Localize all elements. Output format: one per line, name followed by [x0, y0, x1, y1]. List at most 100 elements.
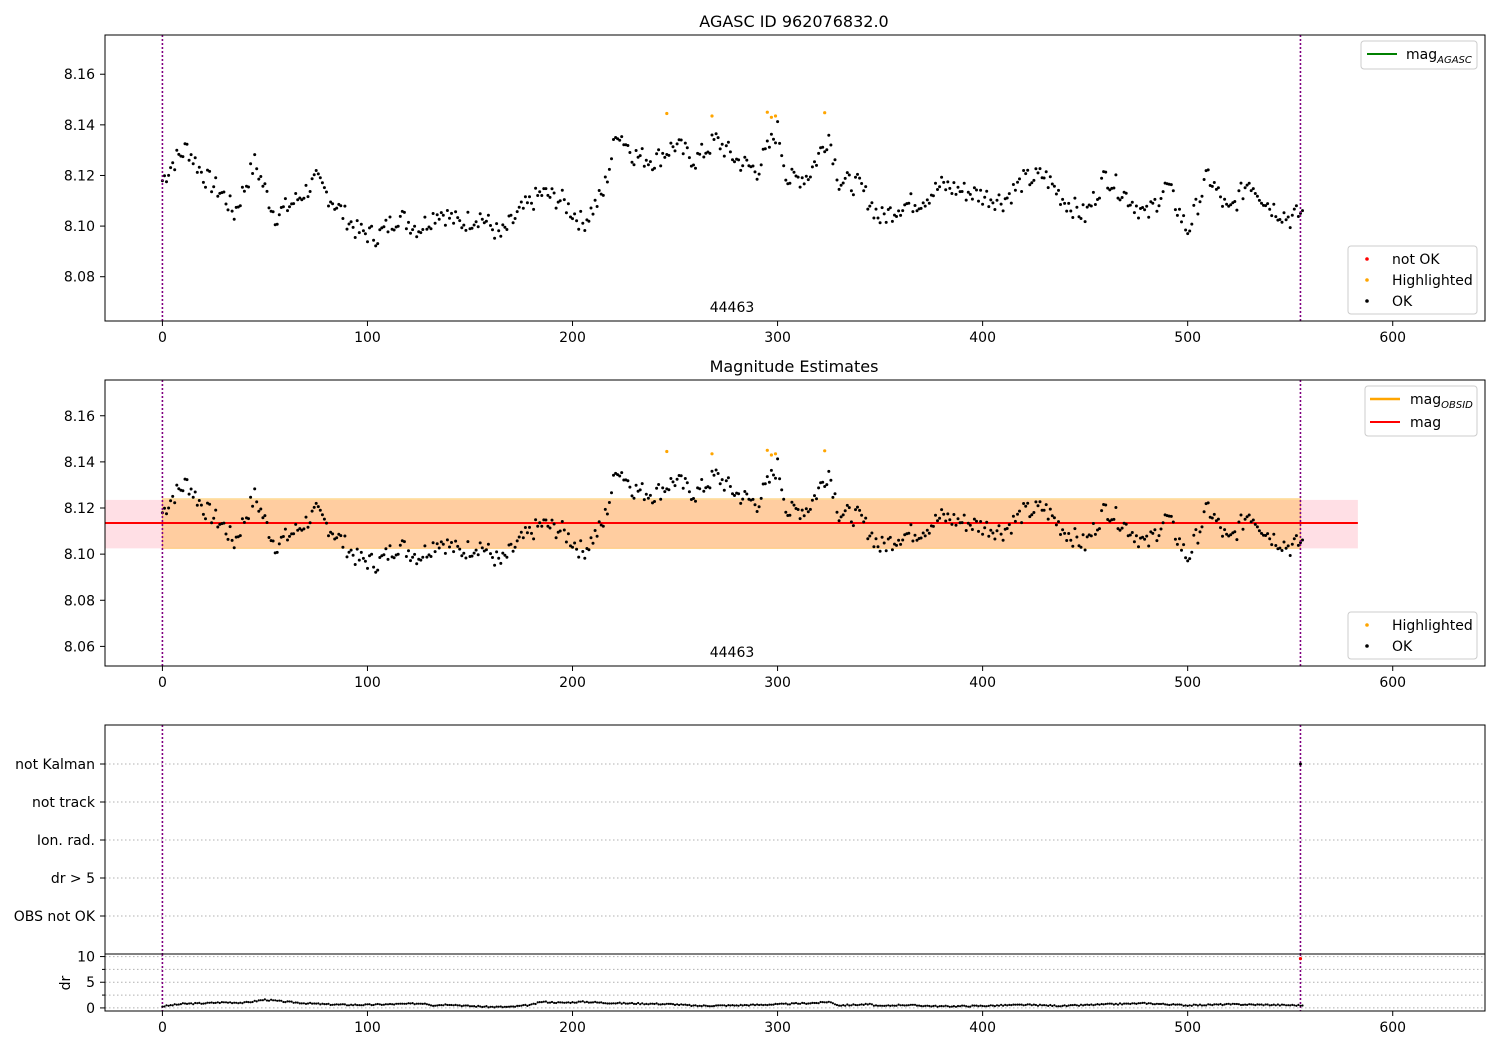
panel-agasc-ok-point: [1071, 216, 1075, 219]
panel-magnitude-ok-point: [825, 483, 829, 487]
panel-agasc-ok-point: [343, 204, 347, 208]
panel-magnitude-ok-point: [370, 552, 374, 556]
panel-dr-point: [1051, 1004, 1054, 1008]
panel-dr-point: [1280, 1003, 1284, 1006]
panel-flags-points: [1298, 762, 1302, 766]
panel-agasc-ok-point: [823, 150, 827, 154]
panel-dr-point: [1194, 1003, 1197, 1006]
panel-magnitude-xtick-label: 100: [354, 675, 381, 691]
panel-magnitude-ytick-label: 8.14: [64, 455, 95, 471]
panel-dr-point: [491, 1005, 494, 1008]
panel-agasc-ok-point: [1272, 202, 1276, 206]
panel-dr-point: [952, 1005, 956, 1008]
legend-ok-label-2: OK: [1392, 639, 1413, 655]
panel-dr-point: [899, 1004, 902, 1007]
panel-dr-point: [758, 1003, 761, 1007]
panel-dr-point: [903, 1004, 906, 1007]
panel-magnitude-ok-point: [458, 547, 462, 551]
panel-agasc-ok-point: [979, 188, 983, 192]
panel-magnitude-ok-point: [831, 495, 835, 499]
panel-dr-point: [253, 999, 256, 1002]
panel-dr-point: [1211, 1004, 1214, 1007]
panel-agasc-ok-point: [630, 160, 634, 164]
panel-dr-point: [589, 1001, 593, 1004]
panel-dr-point: [1268, 1004, 1271, 1007]
panel-magnitude-ok-point: [1284, 546, 1288, 550]
panel-dr-point: [889, 1004, 892, 1008]
panel-magnitude-ok-point: [661, 486, 665, 490]
panel-dr-point: [216, 1001, 219, 1004]
panel-agasc-ok-point: [835, 178, 839, 182]
panel-dr-point: [1032, 1003, 1035, 1006]
panel-agasc-ok-point: [1013, 188, 1017, 192]
panel-magnitude-ok-point: [1057, 520, 1060, 524]
panel-agasc-ok-point: [357, 231, 361, 235]
panel-magnitude-ok-point: [878, 549, 882, 553]
panel-dr-point: [1143, 1001, 1146, 1004]
panel-agasc-ok-point: [821, 145, 825, 149]
panel-agasc-ok-point: [435, 213, 439, 217]
panel-magnitude-ok-point: [1196, 541, 1200, 545]
panel-dr-point: [743, 1003, 746, 1007]
panel-magnitude-ok-point: [837, 519, 841, 523]
panel-dr-point: [688, 1003, 691, 1007]
panel-dr-point: [600, 1001, 603, 1004]
panel-magnitude-ok-point: [476, 553, 480, 557]
panel-dr-point: [493, 1006, 496, 1009]
panel-agasc-ok-point: [429, 227, 433, 231]
panel-agasc-ok-point: [208, 169, 212, 173]
panel-magnitude-ok-point: [860, 513, 864, 517]
panel-agasc-ok-point: [1190, 222, 1194, 226]
panel-agasc-ok-point: [552, 191, 556, 195]
panel-magnitude-ok-point: [1141, 535, 1145, 539]
panel-magnitude-ok-point: [298, 527, 302, 531]
panel-dr-point: [485, 1005, 488, 1008]
panel-magnitude-ok-point: [261, 516, 265, 520]
panel-agasc-ok-point: [267, 206, 271, 210]
panel-agasc-ok-point: [868, 204, 872, 208]
panel-magnitude-ok-point: [866, 537, 870, 541]
panel-magnitude-ok-point: [618, 474, 622, 478]
panel-dr-point: [384, 1003, 387, 1006]
panel-dr-point: [282, 1000, 285, 1004]
panel-dr-point: [1018, 1003, 1021, 1006]
panel-magnitude-ok-point: [204, 517, 207, 521]
panel-dr-point: [1289, 1004, 1292, 1007]
panel-dr-point: [950, 1005, 954, 1008]
panel-agasc-ok-point: [989, 198, 993, 202]
panel-dr-point: [735, 1004, 738, 1007]
panel-agasc-ok-point: [636, 155, 640, 159]
panel-magnitude-ok-point: [335, 536, 339, 540]
panel-magnitude-ok-point: [1083, 548, 1087, 552]
panel-magnitude-ok-point: [277, 542, 281, 546]
panel-dr-point: [364, 1003, 367, 1006]
panel-agasc-ok-point: [1225, 202, 1229, 206]
panel-agasc-ok-point: [1274, 215, 1278, 219]
panel-agasc-ok-point: [769, 132, 773, 136]
panel-magnitude-ok-point: [1100, 509, 1104, 513]
panel-agasc-ok-point: [876, 216, 880, 220]
panel-dr-point: [995, 1004, 999, 1007]
panel-dr-point: [1223, 1003, 1226, 1006]
panel-agasc-ok-point: [618, 138, 622, 142]
panel-agasc-ok-point: [583, 229, 587, 232]
panel-agasc-highlighted-point: [765, 110, 769, 114]
legend-mag-agasc-label: magAGASC: [1406, 47, 1472, 66]
panel-magnitude-ok-point: [189, 487, 193, 491]
panel-dr-point: [440, 1004, 443, 1007]
panel-agasc-ok-point: [466, 210, 470, 214]
panel-magnitude-ok-point: [1278, 546, 1282, 550]
panel-agasc-ok-point: [232, 217, 236, 221]
panel-magnitude-ok-point: [1229, 533, 1233, 537]
panel-magnitude-ok-point: [1001, 538, 1005, 542]
panel-agasc-ok-point: [940, 175, 944, 179]
panel-agasc-ok-point: [382, 225, 386, 229]
panel-magnitude-ok-point: [1118, 528, 1122, 532]
panel-agasc-ok-point: [700, 142, 704, 146]
legend-highlighted-label: Highlighted: [1392, 273, 1473, 289]
panel-magnitude-ok-point: [739, 501, 743, 505]
panel-agasc-ok-point: [1282, 211, 1286, 215]
panel-dr-point: [1053, 1004, 1056, 1007]
panel-agasc-ok-point: [191, 162, 195, 166]
